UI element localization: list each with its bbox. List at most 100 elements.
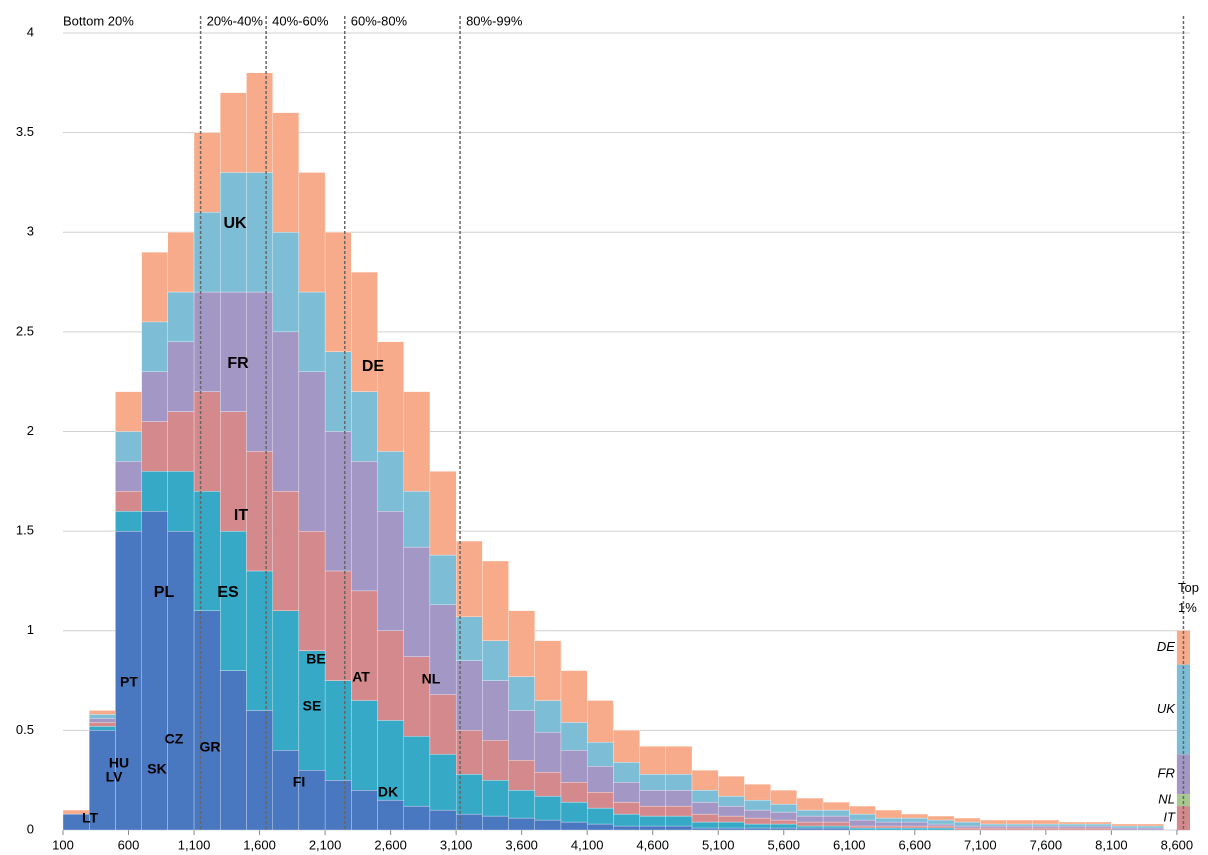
bar-segment: [429, 471, 457, 556]
bar-segment: [193, 610, 221, 831]
bar-segment: [193, 212, 221, 293]
top-segment: [1176, 754, 1190, 795]
bar-segment: [1058, 827, 1086, 831]
bar-segment: [691, 770, 719, 791]
bar-segment: [718, 827, 745, 831]
bar-segment: [953, 821, 981, 827]
x-tick-label: 600: [118, 837, 140, 852]
bar-segment: [560, 801, 588, 823]
bar-segment: [980, 819, 1007, 825]
bar-segment: [377, 799, 404, 831]
top-segment-label: UK: [1157, 701, 1176, 716]
bar-segment: [534, 772, 562, 797]
bar-segment: [508, 610, 535, 677]
group-label: 20%-40%: [207, 13, 264, 28]
bar-segment: [718, 815, 745, 823]
x-tick-label: 7,600: [1030, 837, 1063, 852]
bar-segment: [822, 801, 850, 811]
bar-segment: [1058, 825, 1086, 829]
bar-segment: [272, 112, 300, 233]
bar-segment: [403, 391, 431, 492]
bar-segment: [298, 291, 326, 372]
bar-segment: [429, 809, 457, 831]
bar-segment: [141, 371, 168, 422]
top-segment-label: DE: [1157, 639, 1175, 654]
y-tick-label: 4: [27, 24, 34, 39]
bar-segment: [665, 746, 693, 775]
bar-segment: [1137, 827, 1164, 831]
bar-segment: [1111, 825, 1138, 829]
bar-segment: [89, 714, 116, 719]
bar-segment: [141, 471, 168, 512]
bar-segment: [691, 790, 719, 803]
country-label: PT: [120, 674, 138, 690]
series-label: DE: [362, 358, 385, 375]
y-tick-label: 2: [27, 423, 34, 438]
bar-segment: [901, 821, 929, 827]
bar-segment: [901, 817, 929, 823]
bar-segment: [796, 827, 824, 831]
bar-segment: [587, 742, 614, 767]
y-tick-label: 2.5: [16, 323, 34, 338]
series-label: UK: [223, 215, 247, 232]
bar-segment: [298, 650, 326, 771]
bar-segment: [89, 730, 116, 831]
y-tick-label: 3.5: [16, 124, 34, 139]
bar-segment: [1085, 823, 1112, 827]
bar-segment: [403, 656, 431, 737]
bar-segment: [246, 172, 273, 293]
bar-segment: [403, 736, 431, 807]
bar-segment: [534, 700, 562, 733]
bar-segment: [587, 807, 614, 825]
bar-segment: [508, 790, 535, 819]
bar-segment: [324, 351, 352, 432]
bar-segment: [770, 823, 798, 829]
series-label: FR: [227, 355, 249, 372]
bar-segment: [875, 817, 902, 823]
x-tick-label: 5,100: [702, 837, 735, 852]
bar-segment: [639, 815, 666, 827]
bar-segment: [639, 774, 666, 791]
x-tick-label: 8,100: [1095, 837, 1128, 852]
bar-segment: [770, 803, 798, 813]
bar-segment: [534, 795, 562, 821]
bar-segment: [429, 694, 457, 755]
bar-segment: [89, 722, 116, 727]
bar-segment: [718, 821, 745, 829]
group-label: Bottom 20%: [63, 13, 134, 28]
country-label: LV: [106, 769, 124, 785]
bar-segment: [718, 776, 745, 797]
bar-segment: [508, 817, 535, 831]
bar-segment: [613, 730, 640, 763]
country-label: LT: [82, 810, 99, 826]
bar-segment: [508, 710, 535, 761]
bar-segment: [298, 770, 326, 831]
bar-segment: [193, 391, 221, 492]
bar-segment: [351, 790, 378, 831]
bar-segment: [193, 132, 221, 213]
bar-segment: [1032, 819, 1060, 825]
x-tick-label: 4,100: [571, 837, 604, 852]
bar-segment: [796, 815, 824, 823]
bar-segment: [167, 291, 195, 342]
bar-segment: [796, 825, 824, 829]
bar-segment: [115, 530, 142, 831]
bar-segment: [1085, 821, 1112, 825]
x-tick-label: 6,600: [899, 837, 932, 852]
country-label: NL: [422, 671, 441, 687]
bar-segment: [1032, 827, 1060, 831]
country-label: CZ: [165, 731, 184, 747]
bar-segment: [587, 791, 614, 809]
bar-segment: [429, 604, 457, 695]
bar-segment: [141, 321, 168, 372]
bar-segment: [298, 371, 326, 532]
x-tick-label: 8,600: [1161, 837, 1194, 852]
bar-segment: [613, 813, 640, 827]
bar-segment: [534, 732, 562, 773]
bar-segment: [351, 590, 378, 701]
bar-segment: [980, 823, 1007, 827]
bar-segment: [1111, 823, 1138, 827]
country-label: GR: [200, 739, 221, 755]
bar-segment: [220, 291, 247, 412]
bar-segment: [534, 819, 562, 831]
